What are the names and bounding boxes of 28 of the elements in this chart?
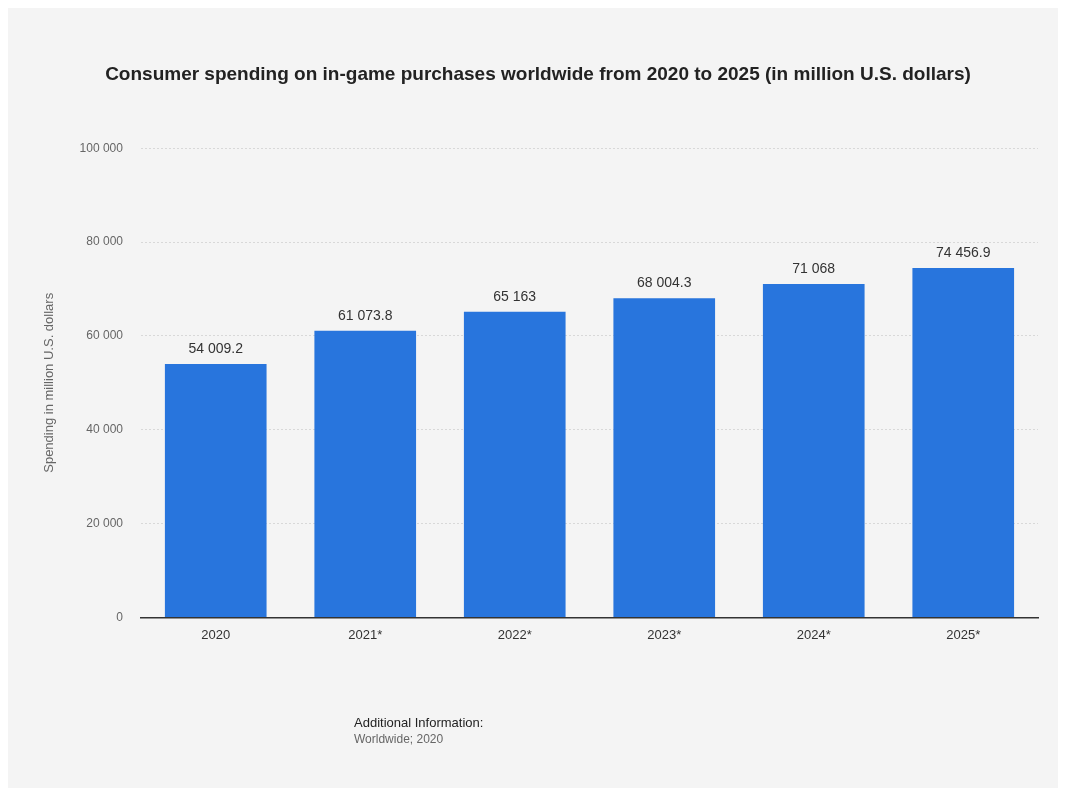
bar xyxy=(762,283,865,617)
data-label: 65 163 xyxy=(493,287,537,304)
bar xyxy=(463,311,566,617)
data-label: 54 009.2 xyxy=(188,339,244,356)
x-tick-label: 2024* xyxy=(796,626,831,642)
chart-title: Consumer spending on in-game purchases worldwide from 2020 to 2025 (in million U.S. dollars) xyxy=(104,62,972,86)
y-tick-label: 0 xyxy=(116,609,124,624)
x-tick-label: 2023* xyxy=(647,626,682,642)
x-tick-label: 2025* xyxy=(946,626,981,642)
data-label: 71 068 xyxy=(792,259,836,276)
x-tick-label: 2021* xyxy=(348,626,383,642)
text: Worldwide; 2020 xyxy=(354,731,445,748)
bar xyxy=(912,268,1015,617)
bar xyxy=(164,363,267,617)
y-tick-label: 40 000 xyxy=(86,422,124,437)
y-tick-label: 100 000 xyxy=(79,140,124,155)
x-tick-label: 2020 xyxy=(201,626,231,642)
data-label: 74 456.9 xyxy=(936,243,991,260)
y-tick-label: 80 000 xyxy=(86,234,124,249)
text: Additional Information: xyxy=(354,714,484,731)
data-label: 61 073.8 xyxy=(337,306,393,323)
y-tick-label: 60 000 xyxy=(86,328,124,343)
bar xyxy=(314,330,417,617)
data-label: 68 004.3 xyxy=(636,274,692,291)
x-tick-label: 2022* xyxy=(497,626,532,642)
y-axis-title: Spending in million U.S. dollars xyxy=(41,292,57,473)
bar xyxy=(613,298,716,617)
y-tick-label: 20 000 xyxy=(86,515,124,530)
